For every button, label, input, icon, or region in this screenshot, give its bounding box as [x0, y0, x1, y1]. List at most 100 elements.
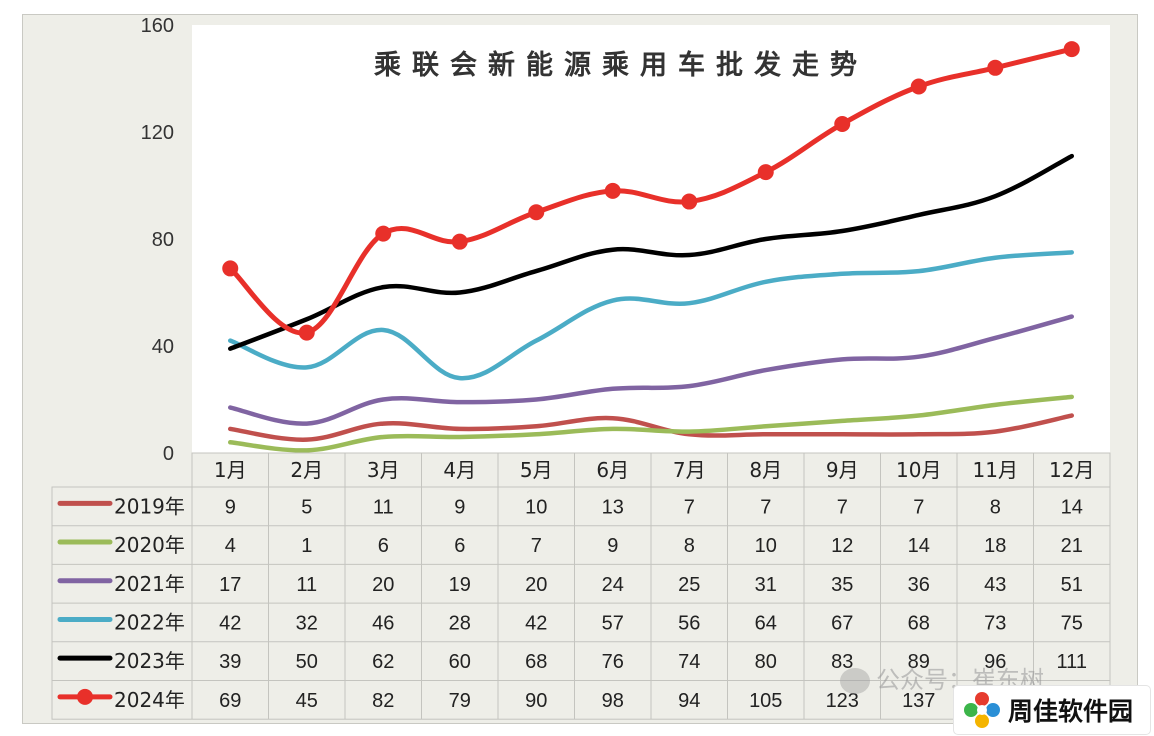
data-point [681, 193, 698, 210]
table-cell: 46 [372, 612, 394, 634]
table-cell: 67 [831, 612, 853, 634]
table-cell: 98 [602, 690, 624, 712]
table-cell: 12 [831, 535, 853, 557]
data-point [528, 204, 545, 221]
y-tick-label: 160 [141, 15, 174, 37]
data-point [222, 260, 239, 277]
table-cell: 8 [990, 496, 1001, 518]
series-line-2020年 [228, 394, 1074, 453]
series-line-2019年 [228, 413, 1074, 442]
category-label: 7月 [673, 458, 706, 482]
table-cell: 68 [908, 612, 930, 634]
data-point [375, 225, 392, 242]
table-cell: 7 [837, 496, 848, 518]
table-cell: 39 [219, 651, 241, 673]
data-point [1063, 41, 1080, 58]
data-point [451, 233, 468, 250]
data-point [757, 164, 774, 181]
table-cell: 1 [301, 535, 312, 557]
legend-label: 2021年 [114, 572, 185, 596]
table-cell: 4 [225, 535, 236, 557]
table-cell: 24 [602, 574, 624, 596]
table-cell: 7 [684, 496, 695, 518]
table-cell: 74 [678, 651, 700, 673]
category-label: 4月 [443, 458, 476, 482]
table-cell: 14 [1061, 496, 1083, 518]
table-cell: 6 [378, 535, 389, 557]
table-cell: 36 [908, 574, 930, 596]
table-cell: 20 [525, 574, 547, 596]
y-tick-label: 40 [152, 336, 174, 358]
table-cell: 96 [984, 651, 1006, 673]
table-cell: 10 [755, 535, 777, 557]
category-label: 5月 [520, 458, 553, 482]
table-cell: 80 [755, 651, 777, 673]
chart-title: 乘联会新能源乘用车批发走势 [373, 49, 868, 81]
series-lines [222, 41, 1080, 453]
table-cell: 7 [531, 535, 542, 557]
data-point [987, 59, 1004, 76]
series-line-2021年 [228, 314, 1074, 426]
table-cell: 57 [602, 612, 624, 634]
category-label: 10月 [896, 458, 941, 482]
table-cell: 9 [607, 535, 618, 557]
site-logo: 周佳软件园 [954, 686, 1150, 734]
plot-area [192, 25, 1110, 453]
legend-label: 2019年 [114, 494, 185, 518]
table-cell: 9 [225, 496, 236, 518]
table-cell: 105 [749, 690, 782, 712]
legend-label: 2020年 [114, 533, 185, 557]
table-cell: 42 [525, 612, 547, 634]
pinwheel-logo-icon [964, 692, 1000, 728]
table-cell: 25 [678, 574, 700, 596]
table-cell: 79 [449, 690, 471, 712]
y-axis-ticks: 0 40 80 120 160 [141, 15, 174, 465]
table-cell: 56 [678, 612, 700, 634]
table-cell: 51 [1061, 574, 1083, 596]
category-label: 3月 [367, 458, 400, 482]
table-cell: 35 [831, 574, 853, 596]
data-point [604, 182, 621, 199]
table-cell: 32 [296, 612, 318, 634]
table-cell: 10 [525, 496, 547, 518]
table-cell: 76 [602, 651, 624, 673]
logo-text: 周佳软件园 [1008, 697, 1134, 726]
table-cell: 64 [755, 612, 777, 634]
table-cell: 14 [908, 535, 930, 557]
y-tick-label: 0 [163, 443, 174, 465]
legend-label: 2022年 [114, 610, 185, 634]
series-line-2022年 [228, 250, 1074, 381]
category-label: 11月 [973, 458, 1018, 482]
table-cell: 111 [1057, 651, 1087, 673]
wechat-icon [840, 668, 870, 694]
legend-label: 2023年 [114, 649, 185, 673]
table-cell: 50 [296, 651, 318, 673]
table-cell: 75 [1061, 612, 1083, 634]
data-point [298, 324, 315, 341]
table-cell: 6 [454, 535, 465, 557]
table-cell: 94 [678, 690, 700, 712]
table-cell: 43 [984, 574, 1006, 596]
table-cell: 8 [684, 535, 695, 557]
table-cell: 90 [525, 690, 547, 712]
category-label: 2月 [290, 458, 323, 482]
series-line-2023年 [228, 153, 1074, 351]
table-cell: 18 [984, 535, 1006, 557]
table-cell: 62 [372, 651, 394, 673]
table-cell: 89 [908, 651, 930, 673]
table-cell: 7 [760, 496, 771, 518]
table-cell: 123 [826, 690, 859, 712]
table-cell: 68 [525, 651, 547, 673]
table-cell: 42 [219, 612, 241, 634]
table-cell: 7 [913, 496, 924, 518]
table-cell: 73 [984, 612, 1006, 634]
table-cell: 19 [449, 574, 471, 596]
table-cell: 137 [902, 690, 935, 712]
legend-marker [77, 688, 93, 705]
table-cell: 83 [831, 651, 853, 673]
table-cell: 60 [449, 651, 471, 673]
category-label: 6月 [596, 458, 629, 482]
table-cell: 5 [301, 496, 312, 518]
